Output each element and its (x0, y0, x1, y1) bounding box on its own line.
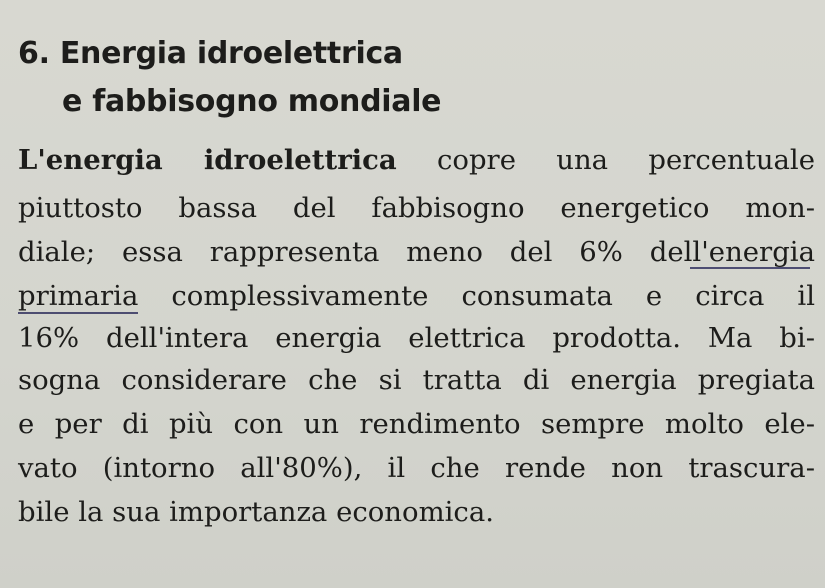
paragraph-line: 16% dell'intera energia elettrica prodot… (18, 322, 815, 354)
paragraph-line: bile la sua importanza economica. (18, 496, 494, 528)
bold-term: L'energia idroelettrica (18, 144, 397, 176)
text: copre una percentuale (396, 144, 815, 176)
paragraph-line: piuttosto bassa del fabbisogno energetic… (18, 192, 815, 224)
paragraph-line: e per di più con un rendimento sempre mo… (18, 408, 815, 440)
pen-underline (18, 312, 138, 314)
paragraph-line: sogna considerare che si tratta di energ… (18, 364, 815, 396)
paragraph-line: primaria complessivamente consumata e ci… (18, 280, 815, 312)
paragraph-line: vato (intorno all'80%), il che rende non… (18, 452, 815, 484)
paragraph-line: L'energia idroelettrica copre una percen… (18, 142, 815, 178)
pen-underline (690, 267, 810, 269)
section-title-line-2: e fabbisogno mondiale (62, 84, 442, 119)
section-title-line-1: 6. Energia idroelettrica (18, 36, 403, 71)
paragraph-line: diale; essa rappresenta meno del 6% dell… (18, 236, 815, 268)
